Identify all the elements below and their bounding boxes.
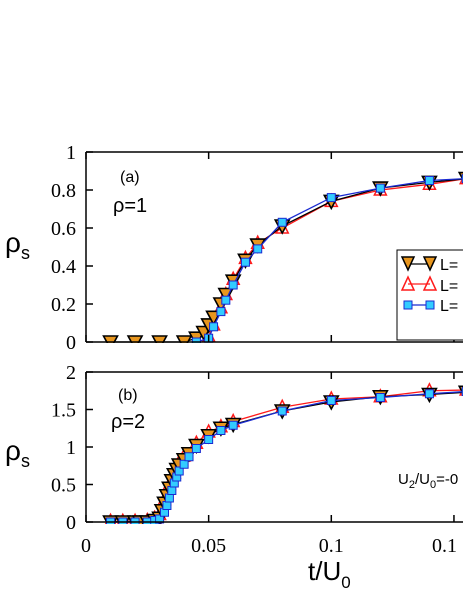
x-tick-label: 0.05 (191, 535, 226, 557)
panel-a-y-tick-label: 0.6 (51, 218, 76, 240)
legend: L= L= L= (396, 249, 463, 341)
panel-b-y-tick-label: 2 (66, 362, 76, 384)
x-tick-label: 0 (81, 535, 91, 557)
panel-b-point-square (155, 514, 165, 524)
legend-label-up-triangle: L= (440, 278, 458, 295)
panel-b-y-tick-label: 1 (66, 437, 76, 459)
panel-a-point-square (216, 307, 226, 317)
legend-entry-square: L= (403, 298, 458, 315)
panel-b-y-axis-label: ρs (5, 435, 30, 471)
panel-b-point-square (216, 426, 226, 435)
panel-b-annotation: ρ=2 (111, 411, 145, 433)
legend-label-square: L= (440, 298, 458, 315)
legend-marker-down-triangle-left (400, 256, 416, 272)
panel-a-point-square (240, 257, 250, 267)
panel-b-point-square (179, 459, 189, 469)
legend-marker-square-left (403, 300, 413, 310)
panel-a-y-tick-label: 0 (66, 332, 76, 354)
panel-a-label: (a) (120, 169, 140, 186)
panel-b-y-tick-label: 1.5 (51, 400, 76, 422)
panel-b-point-square (164, 493, 174, 503)
panel-a-y-tick-label: 0.2 (51, 294, 76, 316)
panel-a-point-square (221, 295, 231, 305)
panel-b-y-tick-label: 0 (66, 512, 76, 534)
legend-marker-square-right (425, 300, 435, 310)
panel-a-point-square (326, 193, 336, 203)
panel-b-label: (b) (118, 387, 138, 404)
panel-b: 0 0.5 1 1.5 2 0 0.05 0.1 0.1 (b) ρ=2 U2/U0=-0 ρ… (5, 362, 463, 592)
legend-entry-down-triangle: L= (400, 256, 458, 274)
panel-a-point-square (253, 244, 263, 254)
panel-b-point-square (162, 501, 172, 510)
panel-a-point-square (228, 280, 238, 290)
x-tick-label: 0.1 (319, 535, 344, 557)
x-tick-label: 0.1 (432, 535, 457, 557)
panel-a-annotation: ρ=1 (113, 195, 147, 217)
panel-b-parameter-annotation: U2/U0=-0 (398, 471, 458, 491)
panel-b-point-square (191, 444, 201, 453)
panel-a-point-square (424, 176, 434, 185)
panel-a-point-square (277, 217, 287, 227)
panel-a: 0 0.2 0.4 0.6 0.8 1 (a) ρ=1 ρs L= L= (5, 142, 463, 354)
legend-label-down-triangle: L= (440, 257, 458, 274)
panel-b-point-square (204, 435, 214, 444)
panel-b-point-square (277, 406, 287, 416)
panel-a-y-axis-label: ρs (5, 227, 30, 263)
panel-b-point-square (424, 389, 434, 399)
panel-b-point-square (326, 396, 336, 405)
panel-a-point-square (375, 183, 385, 193)
legend-marker-up-triangle-right (422, 275, 438, 291)
panel-b-y-tick-label: 0.5 (51, 475, 76, 497)
legend-marker-up-triangle-left (400, 275, 416, 291)
panel-b-point-square (228, 420, 238, 430)
panel-a-y-tick-label: 0.4 (51, 256, 76, 278)
legend-marker-down-triangle-right (422, 256, 438, 272)
panel-b-point-square (174, 466, 184, 476)
legend-entry-up-triangle: L= (400, 275, 458, 295)
panel-a-point-square (209, 322, 219, 332)
panel-a-y-tick-label: 1 (66, 142, 76, 164)
panel-b-point-square (184, 452, 194, 462)
panel-b-point-square (167, 486, 177, 495)
panel-b-point-square (375, 393, 385, 402)
x-axis-label: t/U0 (308, 556, 351, 592)
panel-a-y-tick-label: 0.8 (51, 180, 76, 202)
